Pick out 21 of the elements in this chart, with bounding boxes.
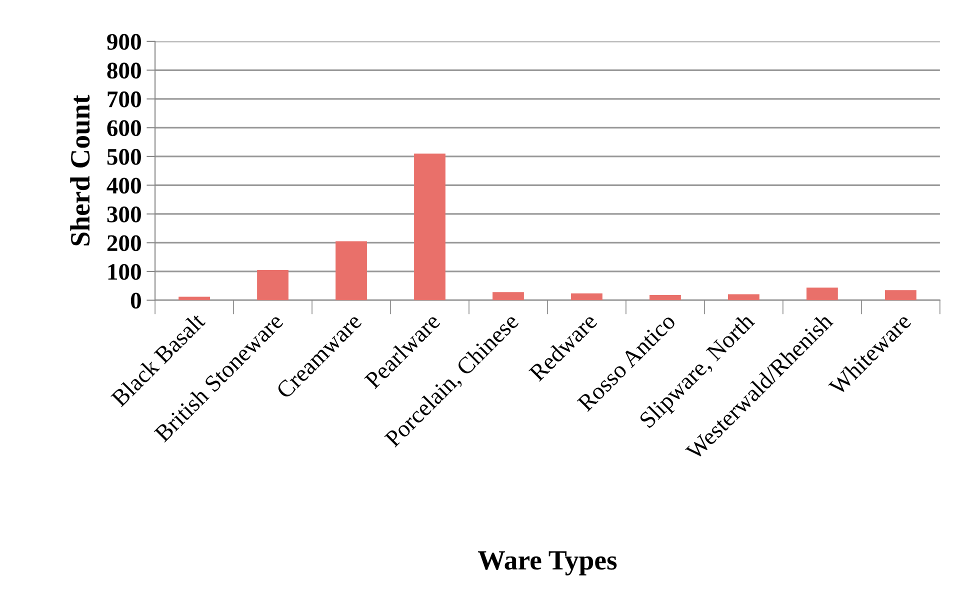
bar: [728, 294, 760, 300]
y-tick-label: 0: [130, 292, 141, 309]
y-tick-label: 200: [107, 235, 141, 252]
x-axis-title: Ware Types: [478, 551, 617, 576]
bar: [257, 270, 288, 300]
bar: [571, 293, 602, 300]
y-tick-label: 700: [108, 91, 141, 108]
y-tick-label: 800: [107, 62, 141, 79]
y-tick-label: 500: [107, 148, 141, 165]
y-tick-label: 900: [107, 34, 141, 50]
bar: [806, 288, 838, 300]
y-tick-label: 400: [106, 178, 141, 194]
bar: [336, 241, 367, 300]
y-tick-label: 600: [107, 120, 141, 136]
bar: [650, 295, 681, 300]
bar: [414, 154, 446, 300]
y-tick-label: 300: [107, 206, 141, 222]
bar: [884, 290, 916, 300]
y-tick-label: 100: [108, 264, 141, 280]
bar: [492, 292, 524, 300]
y-axis-title: Sherd Count: [70, 94, 90, 246]
